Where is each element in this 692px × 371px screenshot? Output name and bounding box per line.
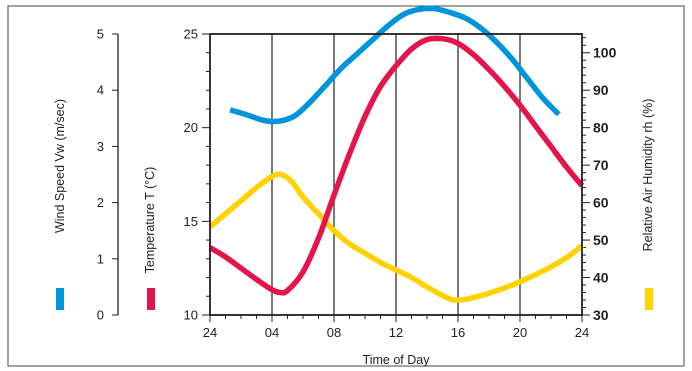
temperature-tick-label: 25 <box>184 27 198 42</box>
humidity-tick-label: 40 <box>593 270 609 286</box>
temperature-axis: Temperature T (°C) 10 15 20 25 <box>143 27 210 323</box>
wind-tick-label: 1 <box>97 251 104 266</box>
x-axis-ticks: 24 04 08 12 16 20 24 <box>203 315 589 340</box>
humidity-axis-label: Relative Air Humidity rh (%) <box>641 99 655 252</box>
x-tick-label: 24 <box>203 325 217 340</box>
x-tick-label: 08 <box>327 325 341 340</box>
humidity-axis: 30 40 50 60 70 80 90 100 Relative Air Humidity … <box>582 37 655 323</box>
wind-axis-ticks: 0 1 2 3 4 5 <box>97 27 118 323</box>
humidity-tick-label: 60 <box>593 195 609 211</box>
temperature-tick-label: 20 <box>184 120 198 135</box>
x-tick-label: 24 <box>575 325 589 340</box>
wind-tick-label: 5 <box>97 27 104 42</box>
wind-tick-label: 0 <box>97 308 104 323</box>
series-lines <box>208 5 585 303</box>
wind-tick-label: 2 <box>97 195 104 210</box>
x-tick-label: 20 <box>513 325 527 340</box>
humidity-tick-label: 50 <box>593 232 609 248</box>
humidity-tick-label: 90 <box>593 82 609 98</box>
humidity-series-line <box>208 171 584 303</box>
wind-tick-label: 4 <box>97 83 104 98</box>
humidity-tick-label: 30 <box>593 307 609 323</box>
humidity-tick-label: 100 <box>593 45 617 61</box>
humidity-tick-label: 70 <box>593 157 609 173</box>
temperature-axis-ticks: 10 15 20 25 <box>184 27 210 323</box>
temperature-axis-label: Temperature T (°C) <box>143 167 157 274</box>
wind-tick-label: 3 <box>97 139 104 154</box>
plot-area: 24 04 08 12 16 20 24 <box>203 5 589 340</box>
temperature-series-line <box>208 35 585 296</box>
temperature-tick-label: 10 <box>184 308 198 323</box>
chart-frame <box>7 5 685 367</box>
temperature-legend-swatch <box>147 288 155 310</box>
temperature-tick-label: 15 <box>184 214 198 229</box>
x-axis-label: Time of Day <box>363 353 431 367</box>
x-tick-label: 12 <box>389 325 403 340</box>
x-tick-label: 16 <box>451 325 465 340</box>
humidity-legend-swatch <box>645 288 653 310</box>
wind-axis: 0 1 2 3 4 5 Wind Speed Vw (m/sec) <box>53 27 119 323</box>
wind-series-line <box>229 5 561 125</box>
humidity-tick-label: 80 <box>593 120 609 136</box>
humidity-axis-ticks: 30 40 50 60 70 80 90 100 <box>582 37 617 323</box>
wind-axis-label: Wind Speed Vw (m/sec) <box>53 99 67 233</box>
x-tick-label: 04 <box>265 325 279 340</box>
wind-legend-swatch <box>56 288 64 310</box>
